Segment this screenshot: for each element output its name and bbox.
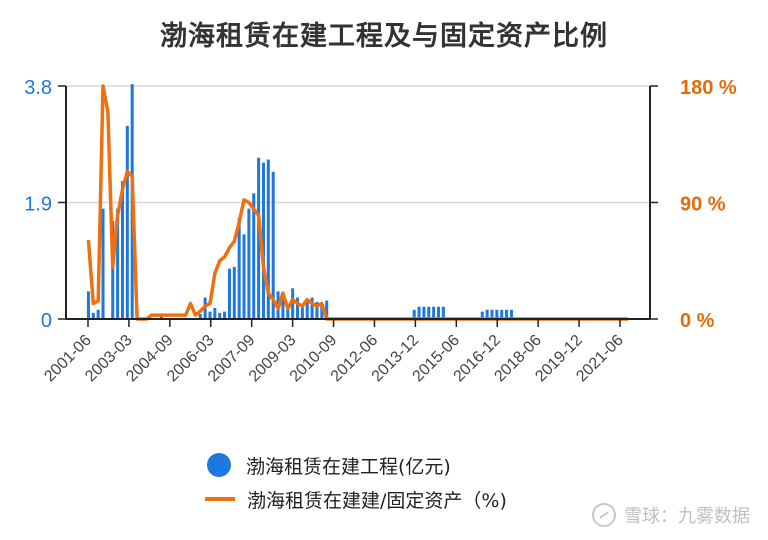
legend-line-marker-icon xyxy=(205,497,235,501)
axes xyxy=(58,85,658,327)
left-axis-tick-label: 1.9 xyxy=(24,194,52,216)
snowball-logo-icon xyxy=(592,503,616,527)
bar xyxy=(495,309,499,319)
bar xyxy=(500,309,504,319)
bar xyxy=(208,311,212,319)
right-axis-tick-label: 0 % xyxy=(680,310,715,332)
bar xyxy=(252,193,256,319)
legend-bar-marker-icon xyxy=(207,453,231,477)
right-axis-tick-label: 90 % xyxy=(680,194,726,216)
bar xyxy=(427,306,431,319)
chart-title: 渤海租赁在建工程及与固定资产比例 xyxy=(160,21,608,52)
bar xyxy=(159,315,163,319)
bar xyxy=(242,234,246,319)
bar xyxy=(480,311,484,319)
bar xyxy=(120,181,124,319)
bar xyxy=(441,306,445,319)
bar xyxy=(286,307,290,319)
bar xyxy=(247,208,251,319)
bar xyxy=(509,309,513,319)
left-axis-tick-label: 3.8 xyxy=(24,77,52,99)
bar xyxy=(412,309,416,319)
bar xyxy=(505,309,509,319)
bar xyxy=(232,266,236,319)
bar xyxy=(295,297,300,319)
bar xyxy=(485,309,489,319)
bar xyxy=(116,208,120,319)
bar xyxy=(261,162,265,319)
bar xyxy=(490,309,494,319)
bar xyxy=(198,314,202,319)
bar xyxy=(266,159,270,319)
bar xyxy=(315,301,319,319)
legend: 渤海租赁在建工程(亿元) 渤海租赁在建建/固定资产（%) xyxy=(205,448,507,516)
bar xyxy=(271,171,275,319)
bar xyxy=(281,295,285,319)
bar xyxy=(86,291,90,319)
legend-item-bar[interactable]: 渤海租赁在建工程(亿元) xyxy=(205,448,507,482)
bar-series xyxy=(86,84,513,320)
left-axis-tick-label: 0 xyxy=(41,310,52,332)
bar xyxy=(291,288,295,319)
bar xyxy=(218,312,222,319)
bar xyxy=(432,306,436,319)
bar xyxy=(325,300,329,319)
bar xyxy=(91,312,95,319)
bar xyxy=(300,305,304,319)
bar xyxy=(111,220,115,319)
bar xyxy=(101,208,105,319)
bar xyxy=(227,268,231,319)
legend-item-line[interactable]: 渤海租赁在建建/固定资产（%) xyxy=(205,482,507,516)
bar xyxy=(310,297,314,319)
bar xyxy=(257,157,261,319)
bar xyxy=(237,217,241,319)
bar xyxy=(305,300,309,319)
bar xyxy=(417,306,421,319)
bar xyxy=(422,306,426,319)
bar xyxy=(125,125,129,320)
legend-line-label: 渤海租赁在建建/固定资产（%) xyxy=(247,489,507,512)
bar xyxy=(213,307,217,319)
bar xyxy=(223,311,227,319)
gridlines xyxy=(66,85,650,204)
bar xyxy=(320,303,324,319)
bar xyxy=(436,306,441,319)
watermark-text: 雪球：九雾数据 xyxy=(624,506,750,527)
watermark: 雪球：九雾数据 xyxy=(592,502,750,528)
bar xyxy=(96,309,100,319)
right-axis-tick-label: 180 % xyxy=(680,77,737,99)
legend-bar-label: 渤海租赁在建工程(亿元) xyxy=(246,455,451,478)
